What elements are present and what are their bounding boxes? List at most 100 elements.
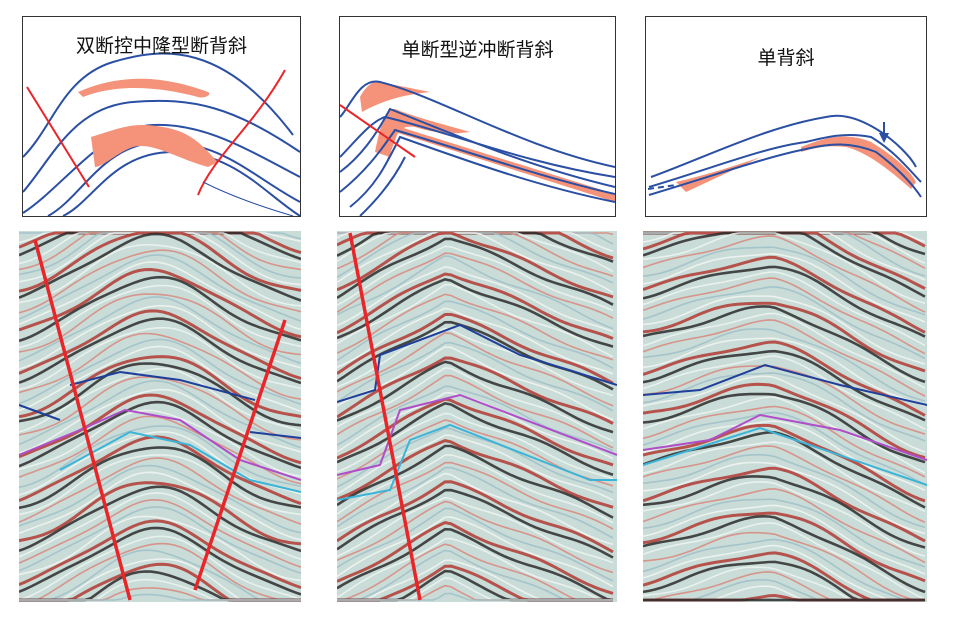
seismic-reflector [19, 446, 301, 510]
seismic-reflector [19, 304, 301, 370]
seismic-reflector [337, 496, 614, 564]
seismic-reflector [643, 349, 926, 422]
seismic-reflector [643, 372, 926, 442]
fault-line [348, 232, 422, 601]
seismic-reflector [337, 356, 614, 425]
seismic-reflector [337, 385, 614, 452]
seismic-reflector [643, 232, 926, 304]
seismic-reflector [337, 232, 614, 294]
seismic-reflector [19, 415, 301, 485]
seismic-reflector [337, 488, 614, 559]
seismic-reflector [337, 592, 613, 601]
seismic-image [337, 231, 617, 602]
seismic-reflector [643, 475, 926, 549]
seismic-reflector [337, 500, 614, 574]
seismic-reflector [337, 454, 614, 524]
seismic-reflector [643, 488, 926, 564]
panel-title: 双断控中隆型断背斜 [75, 35, 247, 57]
blue-horizon-line [19, 404, 61, 421]
seismic-reflector [337, 277, 614, 348]
seismic-reflector [337, 480, 614, 554]
seismic-reflector [643, 382, 926, 460]
seismic-reflector [643, 466, 926, 543]
seismic-reflector [337, 472, 614, 546]
seismic-reflector [337, 307, 614, 375]
seismic-reflector [19, 499, 301, 568]
arrow-down-icon [879, 133, 889, 143]
seismic-reflector [643, 511, 926, 583]
seismic-reflector [643, 265, 926, 338]
seismic-reflector [643, 253, 926, 323]
seismic-reflector [337, 255, 614, 330]
seismic-reflector [19, 296, 301, 365]
seismic-reflector [643, 255, 926, 334]
seismic-section-2 [337, 231, 617, 602]
seismic-reflector [19, 454, 301, 516]
seismic-reflector [337, 327, 614, 397]
seismic-reflector [337, 272, 614, 340]
schematic-single-anticline: 单背斜 [645, 16, 927, 217]
fault-line [193, 319, 287, 591]
panel-title: 单背斜 [757, 47, 815, 69]
seismic-reflector [19, 261, 301, 331]
seismic-reflector [643, 453, 926, 529]
seismic-reflector [19, 519, 301, 590]
seismic-reflector [643, 235, 926, 313]
seismic-reflector [643, 312, 926, 389]
seismic-reflector [337, 466, 614, 539]
seismic-reflector [643, 522, 926, 600]
schematic-single-thrust-anticline: 单断型逆冲断背斜 [339, 16, 616, 217]
seismic-reflector [19, 542, 301, 601]
seismic-reflector [19, 506, 301, 575]
seismic-reflector [19, 593, 301, 601]
seismic-reflector [337, 341, 614, 412]
cyan-horizon-line [643, 426, 927, 486]
seismic-reflector [19, 409, 301, 478]
seismic-reflector [337, 401, 614, 476]
blue-horizon-line [69, 370, 256, 401]
seismic-reflector [337, 231, 614, 299]
seismic-reflector [19, 400, 301, 470]
fault-line [33, 239, 132, 601]
seismic-reflector [337, 543, 613, 601]
seismic-reflector [337, 293, 614, 361]
seismic-reflector [19, 275, 301, 343]
seismic-image [643, 231, 927, 602]
schematic-double-fault-anticline: 双断控中隆型断背斜 [22, 16, 301, 217]
seismic-reflector [19, 535, 301, 601]
schematic-drawing [23, 52, 300, 216]
seismic-reflector [19, 326, 301, 391]
seismic-reflector [19, 332, 301, 400]
seismic-reflector [643, 538, 925, 601]
seismic-reflector [643, 498, 926, 568]
seismic-reflector [19, 267, 301, 339]
seismic-reflector [337, 245, 614, 312]
seismic-reflector [643, 340, 926, 417]
seismic-reflector [337, 537, 613, 601]
seismic-reflector [643, 441, 926, 513]
seismic-reflector [643, 514, 926, 594]
seismic-reflector [337, 312, 614, 385]
seismic-reflector [643, 285, 926, 360]
seismic-reflector [643, 461, 926, 535]
seismic-reflector [643, 423, 926, 503]
seismic-reflector [643, 504, 926, 575]
seismic-reflector [337, 439, 614, 509]
seismic-reflector [337, 346, 614, 421]
purple-horizon-line [337, 393, 617, 476]
seismic-reflector [19, 284, 301, 349]
seismic-reflector [643, 328, 926, 402]
seismic-reflector [19, 355, 301, 419]
seismic-reflector [337, 332, 614, 407]
seismic-reflector [19, 345, 301, 413]
purple-horizon-line [643, 413, 927, 461]
seismic-reflector [643, 337, 926, 407]
seismic-reflector [19, 464, 301, 534]
seismic-reflector [19, 388, 301, 454]
seismic-reflector [337, 461, 614, 530]
seismic-reflector [643, 271, 926, 347]
seismic-reflector [643, 231, 926, 298]
seismic-reflector [643, 531, 925, 601]
seismic-reflector [337, 521, 614, 595]
seismic-reflector [19, 254, 301, 322]
